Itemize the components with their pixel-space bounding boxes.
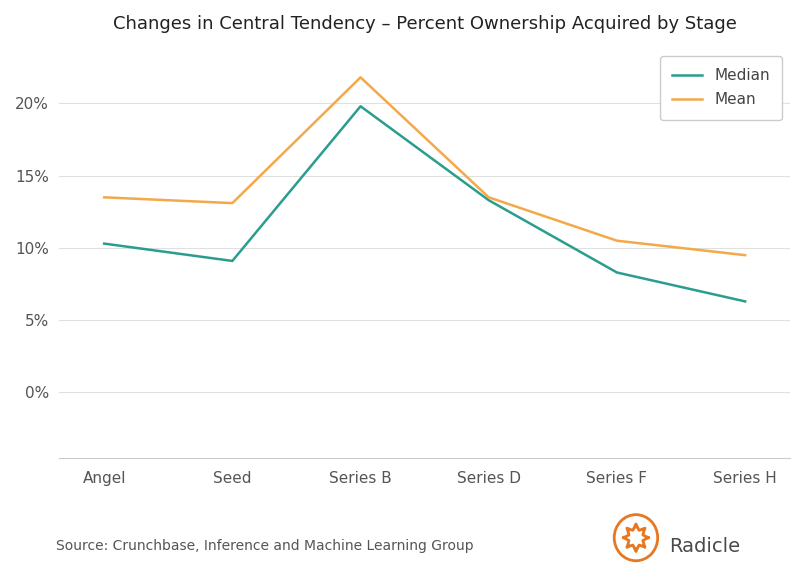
Median — [741, 298, 750, 305]
Median — [99, 240, 109, 247]
Mean — [741, 251, 750, 258]
Median — [612, 269, 621, 276]
Legend: Median, Mean: Median, Mean — [659, 56, 782, 119]
Median — [484, 197, 493, 204]
Mean — [228, 200, 237, 207]
Text: Source: Crunchbase, Inference and Machine Learning Group: Source: Crunchbase, Inference and Machin… — [56, 539, 474, 553]
Median — [228, 258, 237, 265]
Title: Changes in Central Tendency – Percent Ownership Acquired by Stage: Changes in Central Tendency – Percent Ow… — [113, 15, 737, 33]
Mean — [612, 237, 621, 244]
Mean — [356, 74, 365, 81]
Text: Radicle: Radicle — [670, 537, 741, 556]
Line: Mean: Mean — [104, 77, 745, 255]
Median — [356, 103, 365, 110]
Mean — [99, 194, 109, 201]
Mean — [484, 194, 493, 201]
Line: Median: Median — [104, 106, 745, 302]
